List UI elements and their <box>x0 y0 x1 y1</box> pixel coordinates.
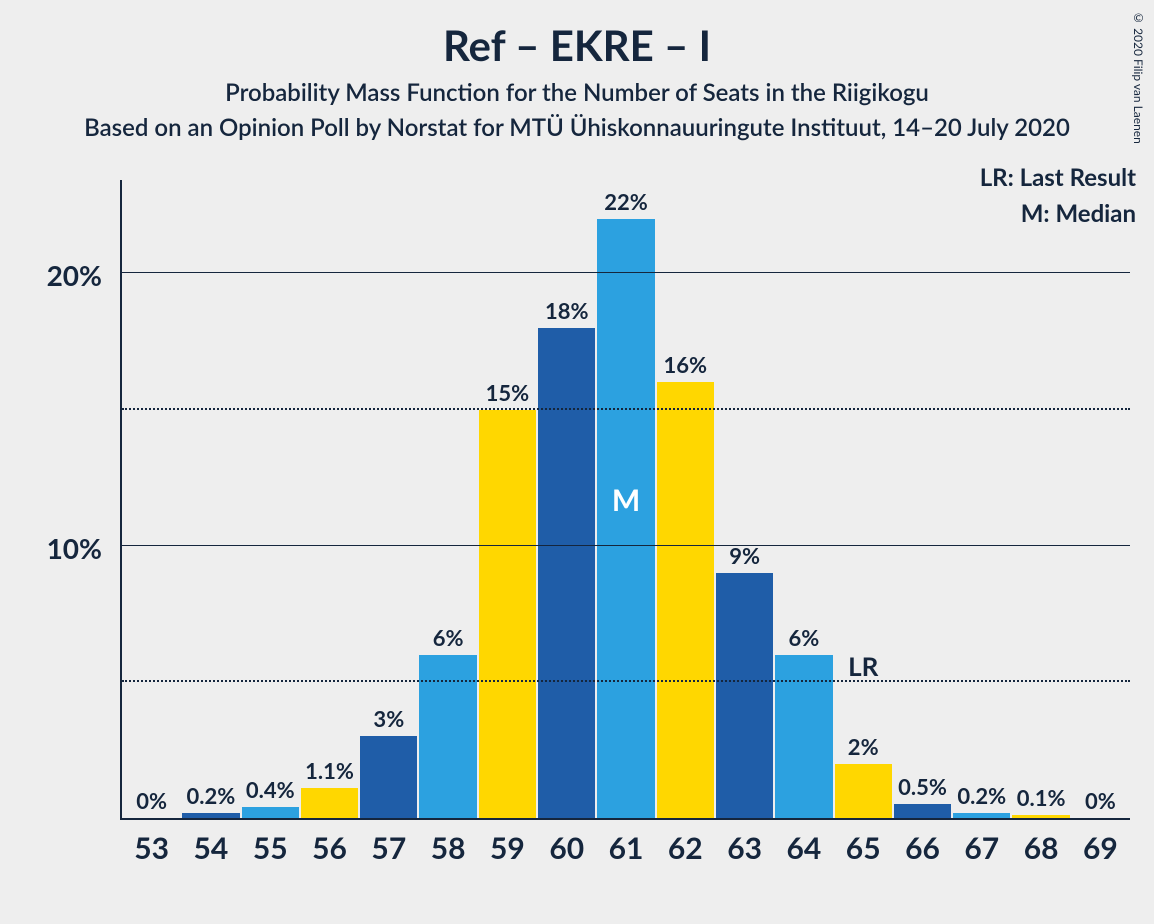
bar-annotation-lr: LR <box>848 650 878 682</box>
bar: 0.4% <box>242 807 299 818</box>
gridline-minor <box>122 680 1130 682</box>
bar-value-label: 0.2% <box>957 782 1006 809</box>
xtick-label: 69 <box>1083 830 1118 866</box>
bar-value-label: 0.2% <box>187 782 236 809</box>
bar-slot: 0.1%68 <box>1012 180 1069 818</box>
bar: 0.2% <box>182 813 239 818</box>
bar: 16% <box>657 382 714 818</box>
bar-value-label: 0% <box>136 787 167 814</box>
xtick-label: 66 <box>905 830 940 866</box>
copyright-text: © 2020 Filip van Laenen <box>1131 10 1146 144</box>
bar-slot: 0%53 <box>123 180 180 818</box>
bars-container: 0%530.2%540.4%551.1%563%576%5815%5918%60… <box>122 180 1130 818</box>
bar-slot: 0.2%54 <box>182 180 239 818</box>
bar: 0.5% <box>894 804 951 818</box>
bar-slot: 1.1%56 <box>301 180 358 818</box>
bar-median-marker: M <box>612 482 640 518</box>
ytick-label: 10% <box>0 531 102 565</box>
chart-subtitle-2: Based on an Opinion Poll by Norstat for … <box>0 113 1154 142</box>
bar: 9% <box>716 573 773 818</box>
bar-value-label: 1.1% <box>305 757 354 784</box>
chart-title: Ref – EKRE – I <box>0 20 1154 70</box>
bar-slot: 2%LR65 <box>835 180 892 818</box>
chart-titles: Ref – EKRE – I Probability Mass Function… <box>0 0 1154 142</box>
bar-slot: 3%57 <box>360 180 417 818</box>
xtick-label: 56 <box>312 830 347 866</box>
bar: 0.2% <box>953 813 1010 818</box>
bar-value-label: 3% <box>373 705 404 732</box>
chart-subtitle-1: Probability Mass Function for the Number… <box>0 78 1154 107</box>
bar-slot: 6%64 <box>775 180 832 818</box>
bar-slot: 15%59 <box>479 180 536 818</box>
bar-value-label: 15% <box>486 379 530 406</box>
xtick-label: 60 <box>549 830 584 866</box>
bar-value-label: 9% <box>729 542 760 569</box>
bar-slot: 0.5%66 <box>894 180 951 818</box>
bar-value-label: 6% <box>433 624 464 651</box>
bar-value-label: 18% <box>545 297 589 324</box>
xtick-label: 57 <box>371 830 406 866</box>
bar: 2% <box>835 764 892 818</box>
bar: 0.1% <box>1012 815 1069 818</box>
gridline-minor <box>122 408 1130 410</box>
bar-value-label: 0% <box>1085 787 1116 814</box>
bar-slot: 6%58 <box>419 180 476 818</box>
chart-area: 0%530.2%540.4%551.1%563%576%5815%5918%60… <box>0 180 1154 880</box>
bar-slot: 18%60 <box>538 180 595 818</box>
bar-value-label: 2% <box>848 733 879 760</box>
xtick-label: 65 <box>846 830 881 866</box>
bar-value-label: 0.4% <box>246 776 295 803</box>
bar: 22%M <box>597 219 654 818</box>
xtick-label: 54 <box>194 830 229 866</box>
xtick-label: 67 <box>964 830 999 866</box>
xtick-label: 61 <box>609 830 644 866</box>
ytick-label: 20% <box>0 258 102 292</box>
xtick-label: 68 <box>1024 830 1059 866</box>
bar-value-label: 0.5% <box>898 773 947 800</box>
xtick-label: 62 <box>668 830 703 866</box>
xtick-label: 59 <box>490 830 525 866</box>
bar-value-label: 22% <box>604 188 648 215</box>
plot-area: 0%530.2%540.4%551.1%563%576%5815%5918%60… <box>120 180 1130 820</box>
bar-slot: 0.2%67 <box>953 180 1010 818</box>
bar-slot: 0%69 <box>1072 180 1129 818</box>
bar-value-label: 6% <box>789 624 820 651</box>
gridline-major <box>122 272 1130 273</box>
bar: 1.1% <box>301 788 358 818</box>
bar-slot: 16%62 <box>657 180 714 818</box>
bar-value-label: 16% <box>664 351 708 378</box>
xtick-label: 63 <box>727 830 762 866</box>
bar-slot: 22%M61 <box>597 180 654 818</box>
xtick-label: 58 <box>431 830 466 866</box>
xtick-label: 53 <box>134 830 169 866</box>
bar: 18% <box>538 328 595 818</box>
bar-slot: 9%63 <box>716 180 773 818</box>
bar: 15% <box>479 410 536 819</box>
xtick-label: 55 <box>253 830 288 866</box>
bar-value-label: 0.1% <box>1017 784 1066 811</box>
bar: 3% <box>360 736 417 818</box>
xtick-label: 64 <box>787 830 822 866</box>
gridline-major <box>122 545 1130 546</box>
bar-slot: 0.4%55 <box>242 180 299 818</box>
